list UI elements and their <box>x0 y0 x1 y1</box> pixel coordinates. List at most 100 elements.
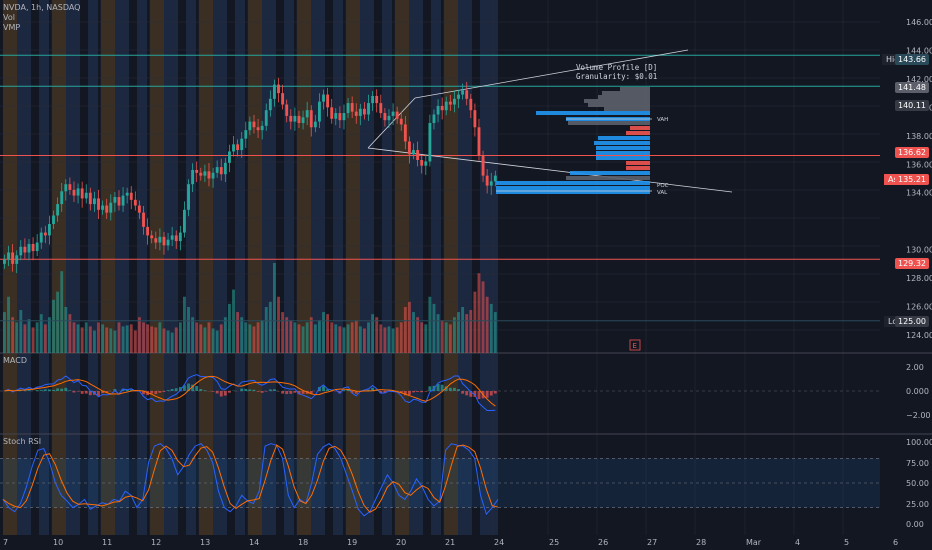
symbol-legend[interactable]: NVDA, 1h, NASDAQ Vol VMP <box>3 3 80 33</box>
candle-body <box>191 169 195 185</box>
session-band-blue <box>137 0 147 535</box>
candle-body <box>35 242 39 252</box>
candle-body <box>11 252 15 264</box>
candle-body <box>399 118 403 125</box>
volume-bar <box>39 314 43 353</box>
price-axis[interactable]: 146.00144.00142.00140.00138.00136.00134.… <box>906 18 932 529</box>
time-label: Mar <box>746 538 762 547</box>
volume-bar <box>260 320 264 353</box>
macd-histogram-bar <box>191 384 195 391</box>
channel-left-line[interactable] <box>367 97 416 149</box>
volume-bar <box>178 322 182 353</box>
session-band-blue <box>360 0 374 535</box>
volume-bar <box>375 317 379 353</box>
profile-row <box>596 151 650 155</box>
candle-body <box>485 175 489 186</box>
volume-bar <box>211 328 215 353</box>
macd-histogram-bar <box>436 383 440 391</box>
macd-histogram-bar <box>252 389 256 391</box>
candle-body <box>444 101 448 111</box>
time-label: 28 <box>696 538 706 547</box>
candle-body <box>309 110 313 128</box>
session-band-blue <box>17 0 31 535</box>
profile-row <box>596 146 650 150</box>
macd-histogram-bar <box>318 386 321 391</box>
macd-histogram-bar <box>301 391 305 394</box>
volume-bar <box>436 314 440 353</box>
macd-histogram-bar <box>477 391 481 400</box>
candle-body <box>15 255 19 264</box>
volume-bar <box>174 327 178 353</box>
volume-bar <box>473 291 477 353</box>
volume-bar <box>3 312 6 353</box>
horizontal-levels[interactable] <box>0 54 880 322</box>
volume-bar <box>358 326 362 353</box>
volume-bar <box>363 328 366 353</box>
earnings-marker[interactable]: E <box>633 342 637 350</box>
candle-body <box>228 151 231 163</box>
volume-bar <box>309 317 313 353</box>
candle-body <box>109 202 113 213</box>
volume-bar <box>367 322 370 353</box>
earnings-marker-box[interactable] <box>629 339 641 351</box>
candle-body <box>72 189 76 196</box>
session-band-blue <box>115 0 129 535</box>
profile-row <box>630 126 650 130</box>
volume-bar <box>281 312 285 353</box>
candle-body <box>371 95 375 104</box>
macd-histogram-bar <box>338 391 342 394</box>
vmp-indicator-label[interactable]: VMP <box>3 23 21 32</box>
volume-bar <box>183 296 186 353</box>
candle-body <box>416 150 420 161</box>
session-band-orange <box>199 0 213 535</box>
candle-body <box>215 167 219 173</box>
profile-row <box>568 121 650 125</box>
vol-indicator-label[interactable]: Vol <box>3 13 15 22</box>
volume-bar <box>457 312 460 353</box>
macd-histogram-bar <box>264 391 268 392</box>
price-tick: 144.00 <box>906 46 932 55</box>
candle-body <box>391 111 395 116</box>
price-tick: 134.00 <box>906 189 932 198</box>
macd-histogram-bar <box>322 386 325 391</box>
session-band-orange <box>346 0 360 535</box>
macd-histogram-bar <box>178 387 182 391</box>
macd-histogram-bar <box>72 391 76 393</box>
channel-upper-line[interactable] <box>414 49 689 99</box>
volume-bar <box>162 328 166 353</box>
candle-body <box>383 113 387 121</box>
candle-body <box>330 107 334 119</box>
time-axis[interactable]: 7 10 11 12 13 14 18 19 20 21 24 25 26 27 28 Mar 4 5 6 <box>3 538 898 547</box>
macd-title[interactable]: MACD <box>3 356 27 365</box>
macd-histogram-bar <box>101 391 105 394</box>
session-band-blue <box>333 0 343 535</box>
macd-histogram-bar <box>183 385 186 391</box>
volume-bar <box>138 317 141 353</box>
volume-bar <box>133 330 137 353</box>
volume-bar <box>350 322 354 353</box>
macd-histogram-bar <box>403 391 407 396</box>
high-value-tag: 143.66 <box>895 54 929 65</box>
price-tick: 128.00 <box>906 274 932 283</box>
candle-body <box>97 198 100 210</box>
symbol-title[interactable]: NVDA, 1h, NASDAQ <box>3 3 81 12</box>
volume-bar <box>428 296 432 353</box>
macd-histogram-bar <box>27 389 31 391</box>
volume-profile <box>496 87 652 194</box>
candle-body <box>174 235 178 242</box>
poc-label: POC <box>657 183 669 189</box>
macd-histogram-bar <box>285 391 289 395</box>
candle-body <box>313 121 317 128</box>
volume-bar <box>322 312 325 353</box>
stoch-rsi-title[interactable]: Stoch RSI <box>3 437 42 446</box>
profile-row <box>536 111 650 115</box>
macd-histogram-bar <box>383 391 387 393</box>
candle-body <box>457 94 460 99</box>
macd-histogram-bar <box>412 391 415 393</box>
session-band-orange <box>3 0 17 535</box>
candle-body <box>93 198 96 205</box>
candle-body <box>170 235 174 240</box>
candle-body <box>154 238 158 243</box>
macd-histogram-bar <box>375 390 379 391</box>
